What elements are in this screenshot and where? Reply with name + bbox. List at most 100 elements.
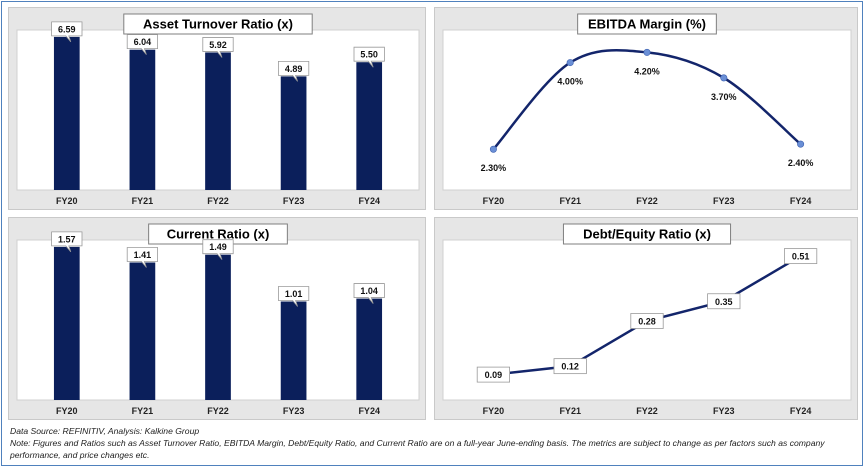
debt-equity-label-fy21: 0.12: [553, 358, 587, 375]
debt-equity-xtick-fy21: FY21: [559, 406, 581, 416]
debt-equity-label-fy21-text: 0.12: [561, 362, 579, 372]
debt-equity-label-fy20-text: 0.09: [485, 370, 503, 380]
debt-equity-label-fy23: 0.35: [707, 293, 741, 310]
current-ratio-xtick-fy24: FY24: [358, 406, 380, 416]
asset-turnover-title: Asset Turnover Ratio (x): [143, 17, 293, 32]
current-ratio-label-fy21-text: 1.41: [134, 250, 152, 260]
ebitda-margin-point-fy24: [797, 140, 805, 148]
asset-turnover-bar-fy24: [356, 62, 383, 190]
debt-equity-label-fy20-box: [476, 366, 511, 383]
asset-turnover-panel: Asset Turnover Ratio (x) FY20 FY21 FY22 FY23…: [8, 7, 426, 210]
ebitda-margin-panel: EBITDA Margin (%) FY20 FY21 FY22 FY23 FY24 2.3…: [434, 7, 858, 210]
asset-turnover-chart: Asset Turnover Ratio (x) FY20 FY21 FY22 FY23…: [16, 13, 420, 206]
asset-turnover-xtick-fy23: FY23: [283, 196, 305, 206]
current-ratio-label-fy21-box: [126, 247, 158, 268]
asset-turnover-label-fy24-box: [353, 46, 385, 68]
debt-equity-chart: Debt/Equity Ratio (x) FY20 FY21 FY22 FY23 FY2…: [442, 223, 852, 416]
asset-turnover-label-fy20-text: 6.59: [58, 24, 76, 34]
asset-turnover-label-fy20: 6.59: [51, 21, 83, 43]
current-ratio-label-fy23-box: [278, 286, 310, 307]
debt-equity-label-fy22: 0.28: [630, 313, 664, 329]
ebitda-margin-label-fy22: 4.20%: [634, 66, 660, 76]
current-ratio-label-fy24-box: [353, 283, 385, 304]
current-ratio-panel: Current Ratio (x) FY20 FY21 FY22 FY23 FY24 1.5…: [8, 217, 426, 420]
asset-turnover-xtick-fy22: FY22: [207, 196, 229, 206]
current-ratio-label-fy22-text: 1.49: [209, 242, 227, 252]
ebitda-margin-label-fy21: 4.00%: [557, 77, 583, 87]
asset-turnover-label-fy24: 5.50: [353, 46, 385, 68]
ebitda-margin-title-box: [577, 13, 717, 35]
asset-turnover-bar-fy23: [280, 76, 307, 190]
debt-equity-title-box: [562, 223, 732, 245]
ebitda-margin-chart: EBITDA Margin (%) FY20 FY21 FY22 FY23 FY24 2.3…: [442, 13, 852, 206]
debt-equity-label-fy23-text: 0.35: [715, 297, 733, 307]
current-ratio-label-fy23: 1.01: [278, 286, 310, 307]
debt-equity-xtick-fy20: FY20: [483, 406, 505, 416]
current-ratio-label-fy23-text: 1.01: [285, 289, 303, 299]
debt-equity-title: Debt/Equity Ratio (x): [583, 227, 711, 242]
asset-turnover-xtick-fy20: FY20: [56, 196, 78, 206]
ebitda-margin-label-fy20: 2.30%: [481, 163, 507, 173]
current-ratio-label-fy22: 1.49: [202, 239, 234, 260]
asset-turnover-label-fy21-text: 6.04: [134, 37, 152, 47]
current-ratio-chart: Current Ratio (x) FY20 FY21 FY22 FY23 FY24 1.5…: [16, 223, 420, 416]
current-ratio-bar-fy24: [356, 298, 383, 400]
debt-equity-label-fy22-box: [630, 313, 664, 329]
asset-turnover-xtick-fy21: FY21: [132, 196, 154, 206]
debt-equity-xtick-fy22: FY22: [636, 406, 658, 416]
current-ratio-bar-fy22: [205, 254, 231, 400]
asset-turnover-label-fy22: 5.92: [202, 37, 234, 58]
data-source-note: Data Source: REFINITIV, Analysis: Kalkin…: [10, 426, 200, 436]
current-ratio-label-fy20-text: 1.57: [58, 234, 76, 244]
debt-equity-label-fy20: 0.09: [476, 366, 511, 383]
ebitda-margin-point-fy20: [489, 145, 497, 153]
asset-turnover-bar-fy22: [205, 52, 231, 191]
current-ratio-label-fy22-box: [202, 239, 234, 260]
current-ratio-label-fy20: 1.57: [51, 231, 83, 253]
asset-turnover-label-fy23-text: 4.89: [285, 64, 303, 74]
asset-turnover-label-fy23-box: [278, 60, 310, 82]
asset-turnover-label-fy20-box: [51, 21, 83, 43]
asset-turnover-label-fy24-text: 5.50: [360, 50, 378, 60]
debt-equity-label-fy23-box: [707, 293, 741, 310]
current-ratio-bar-fy21: [129, 262, 156, 400]
debt-equity-label-fy22-text: 0.28: [638, 317, 656, 327]
ebitda-margin-title: EBITDA Margin (%): [588, 17, 706, 32]
ebitda-margin-label-fy23: 3.70%: [711, 92, 737, 102]
current-ratio-bar-fy20: [53, 246, 80, 400]
asset-turnover-xtick-fy24: FY24: [358, 196, 380, 206]
asset-turnover-bar-fy21: [129, 49, 156, 190]
asset-turnover-title-box: [123, 13, 313, 35]
ebitda-margin-xtick-fy24: FY24: [790, 196, 812, 206]
ebitda-margin-point-fy23: [720, 74, 728, 82]
current-ratio-label-fy24-text: 1.04: [360, 286, 378, 296]
debt-equity-xtick-fy23: FY23: [713, 406, 735, 416]
methodology-note: Note: Figures and Ratios such as Asset T…: [10, 438, 825, 460]
debt-equity-panel: Debt/Equity Ratio (x) FY20 FY21 FY22 FY23 FY2…: [434, 217, 858, 420]
asset-turnover-label-fy21: 6.04: [126, 34, 158, 55]
debt-equity-label-fy21-box: [553, 358, 587, 375]
ebitda-margin-xtick-fy22: FY22: [636, 196, 658, 206]
ebitda-margin-point-fy21: [566, 59, 574, 67]
asset-turnover-bar-fy20: [53, 36, 80, 190]
asset-turnover-label-fy21-box: [126, 34, 158, 55]
asset-turnover-label-fy22-text: 5.92: [209, 40, 227, 50]
current-ratio-xtick-fy21: FY21: [132, 406, 154, 416]
ebitda-margin-point-fy22: [643, 48, 651, 56]
debt-equity-label-fy24: 0.51: [783, 248, 818, 265]
current-ratio-label-fy24: 1.04: [353, 283, 385, 304]
current-ratio-xtick-fy22: FY22: [207, 406, 229, 416]
debt-equity-xtick-fy24: FY24: [790, 406, 812, 416]
current-ratio-title: Current Ratio (x): [167, 227, 270, 242]
current-ratio-label-fy21: 1.41: [126, 247, 158, 268]
asset-turnover-label-fy23: 4.89: [278, 60, 310, 82]
current-ratio-xtick-fy23: FY23: [283, 406, 305, 416]
debt-equity-label-fy24-text: 0.51: [792, 252, 810, 262]
ebitda-margin-xtick-fy21: FY21: [559, 196, 581, 206]
ebitda-margin-xtick-fy20: FY20: [483, 196, 505, 206]
current-ratio-bar-fy23: [280, 301, 307, 400]
current-ratio-xtick-fy20: FY20: [56, 406, 78, 416]
ebitda-margin-label-fy24: 2.40%: [788, 158, 814, 168]
ebitda-margin-xtick-fy23: FY23: [713, 196, 735, 206]
